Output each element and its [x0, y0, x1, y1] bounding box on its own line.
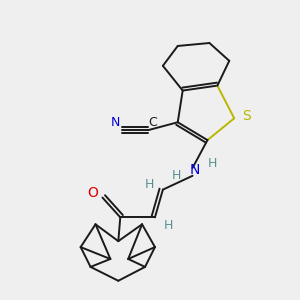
- Text: C: C: [148, 116, 157, 129]
- Text: H: H: [208, 158, 217, 170]
- Text: S: S: [242, 109, 250, 123]
- Text: N: N: [189, 163, 200, 177]
- Text: H: H: [164, 219, 173, 232]
- Text: N: N: [111, 116, 120, 129]
- Text: H: H: [144, 178, 154, 191]
- Text: O: O: [87, 186, 98, 200]
- Text: H: H: [172, 169, 182, 182]
